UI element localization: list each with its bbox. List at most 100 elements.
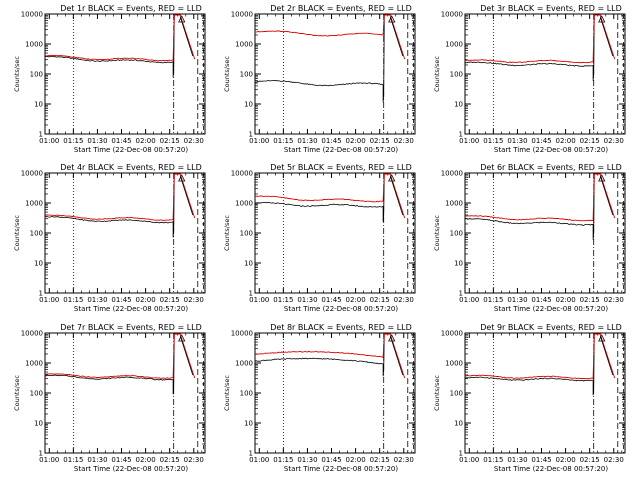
y-tick-label: 10 bbox=[244, 101, 253, 109]
y-tick-label: 10 bbox=[34, 420, 43, 428]
y-tick-label: 1000 bbox=[235, 200, 253, 208]
y-axis-label: Counts/sec bbox=[433, 375, 441, 411]
y-tick-label: 10000 bbox=[231, 170, 253, 178]
x-tick-label: 02:15 bbox=[160, 456, 180, 464]
x-tick-label: 01:00 bbox=[39, 137, 59, 145]
x-axis-label: Start Time (22-Dec-08 00:57:20) bbox=[494, 465, 608, 473]
x-tick-label: 02:15 bbox=[580, 137, 600, 145]
x-tick-label: 02:15 bbox=[370, 456, 390, 464]
panel-4: Det 4r BLACK = Events, RED = LLD 1 10 100 10… bbox=[13, 163, 206, 313]
y-tick-label: 10000 bbox=[441, 330, 463, 338]
x-tick-label: 02:30 bbox=[604, 137, 624, 145]
y-tick-label: 100 bbox=[30, 71, 43, 79]
x-tick-label: 02:30 bbox=[394, 296, 414, 304]
events-line bbox=[254, 173, 389, 222]
x-tick-label: 02:30 bbox=[184, 456, 204, 464]
x-tick-label: 01:00 bbox=[39, 456, 59, 464]
events-decay-line bbox=[179, 175, 194, 216]
panel-title: Det 4r BLACK = Events, RED = LLD bbox=[60, 163, 202, 172]
x-tick-label: 01:30 bbox=[507, 137, 527, 145]
y-axis-label: Counts/sec bbox=[13, 215, 21, 251]
y-tick-label: 1 bbox=[249, 290, 253, 298]
panel-7: Det 7r BLACK = Events, RED = LLD 1 10 100 10… bbox=[13, 323, 206, 473]
panel-title: Det 6r BLACK = Events, RED = LLD bbox=[480, 163, 622, 172]
y-tick-label: 1 bbox=[249, 450, 253, 458]
x-tick-label: 01:45 bbox=[531, 456, 551, 464]
x-tick-label: 02:00 bbox=[346, 456, 366, 464]
panel-title: Det 5r BLACK = Events, RED = LLD bbox=[270, 163, 412, 172]
events-decay-line bbox=[389, 335, 404, 376]
x-tick-label: 01:00 bbox=[39, 296, 59, 304]
lld-line bbox=[255, 14, 406, 60]
x-tick-label: 01:00 bbox=[459, 137, 479, 145]
y-tick-label: 1000 bbox=[25, 360, 43, 368]
x-tick-label: 01:00 bbox=[249, 296, 269, 304]
x-axis-label: Start Time (22-Dec-08 00:57:20) bbox=[74, 465, 188, 473]
panel-3: Det 3r BLACK = Events, RED = LLD 1 10 100 10… bbox=[433, 4, 626, 154]
y-tick-label: 10 bbox=[244, 420, 253, 428]
panel-6: Det 6r BLACK = Events, RED = LLD 1 10 100 10… bbox=[433, 163, 626, 313]
events-decay-line bbox=[599, 16, 614, 57]
y-tick-label: 1000 bbox=[235, 41, 253, 49]
x-tick-label: 01:45 bbox=[321, 137, 341, 145]
y-tick-label: 1000 bbox=[25, 200, 43, 208]
x-tick-label: 01:30 bbox=[297, 137, 317, 145]
x-tick-label: 01:30 bbox=[507, 296, 527, 304]
lld-line bbox=[254, 333, 406, 379]
y-tick-label: 100 bbox=[240, 230, 253, 238]
y-axis-label: Counts/sec bbox=[223, 215, 231, 251]
y-tick-label: 10000 bbox=[21, 170, 43, 178]
x-tick-label: 01:15 bbox=[273, 296, 293, 304]
x-tick-label: 02:00 bbox=[346, 296, 366, 304]
x-tick-label: 01:00 bbox=[459, 456, 479, 464]
x-tick-label: 02:15 bbox=[160, 137, 180, 145]
y-axis-label: Counts/sec bbox=[223, 375, 231, 411]
x-tick-label: 01:45 bbox=[321, 296, 341, 304]
y-tick-label: 1000 bbox=[445, 360, 463, 368]
x-tick-label: 01:15 bbox=[483, 296, 503, 304]
y-axis-label: Counts/sec bbox=[433, 215, 441, 251]
x-tick-label: 01:45 bbox=[321, 456, 341, 464]
y-tick-label: 10 bbox=[454, 420, 463, 428]
events-line bbox=[254, 333, 389, 377]
events-line bbox=[44, 333, 179, 395]
lld-line bbox=[254, 173, 406, 219]
plot-frame bbox=[254, 13, 416, 135]
lld-line bbox=[45, 333, 196, 379]
x-tick-label: 02:00 bbox=[136, 137, 156, 145]
x-tick-label: 02:30 bbox=[394, 456, 414, 464]
x-tick-label: 01:00 bbox=[459, 296, 479, 304]
x-tick-label: 01:30 bbox=[87, 296, 107, 304]
y-tick-label: 1000 bbox=[445, 200, 463, 208]
plot-frame bbox=[464, 332, 626, 454]
y-tick-label: 10000 bbox=[231, 330, 253, 338]
x-tick-label: 02:15 bbox=[160, 296, 180, 304]
lld-line bbox=[44, 14, 196, 62]
y-tick-label: 10000 bbox=[441, 170, 463, 178]
lld-line bbox=[464, 333, 616, 380]
x-tick-label: 02:30 bbox=[184, 137, 204, 145]
events-decay-line bbox=[389, 175, 404, 216]
y-tick-label: 1 bbox=[459, 290, 463, 298]
x-axis-label: Start Time (22-Dec-08 00:57:20) bbox=[494, 305, 608, 313]
x-axis-label: Start Time (22-Dec-08 00:57:20) bbox=[74, 305, 188, 313]
events-line bbox=[44, 14, 179, 78]
y-tick-label: 100 bbox=[450, 390, 463, 398]
x-tick-label: 01:45 bbox=[111, 456, 131, 464]
x-tick-label: 01:45 bbox=[111, 137, 131, 145]
x-tick-label: 01:15 bbox=[63, 137, 83, 145]
x-tick-label: 02:00 bbox=[136, 456, 156, 464]
x-tick-label: 02:00 bbox=[136, 296, 156, 304]
y-tick-label: 1 bbox=[459, 450, 463, 458]
x-tick-label: 01:15 bbox=[63, 456, 83, 464]
y-axis-label: Counts/sec bbox=[13, 375, 21, 411]
x-tick-label: 01:30 bbox=[507, 456, 527, 464]
y-tick-label: 100 bbox=[240, 390, 253, 398]
y-tick-label: 1 bbox=[39, 290, 43, 298]
plot-frame bbox=[254, 332, 416, 454]
x-tick-label: 01:15 bbox=[273, 456, 293, 464]
panel-9: Det 9r BLACK = Events, RED = LLD 1 10 100 10… bbox=[433, 323, 626, 473]
panel-title: Det 1r BLACK = Events, RED = LLD bbox=[60, 4, 202, 13]
